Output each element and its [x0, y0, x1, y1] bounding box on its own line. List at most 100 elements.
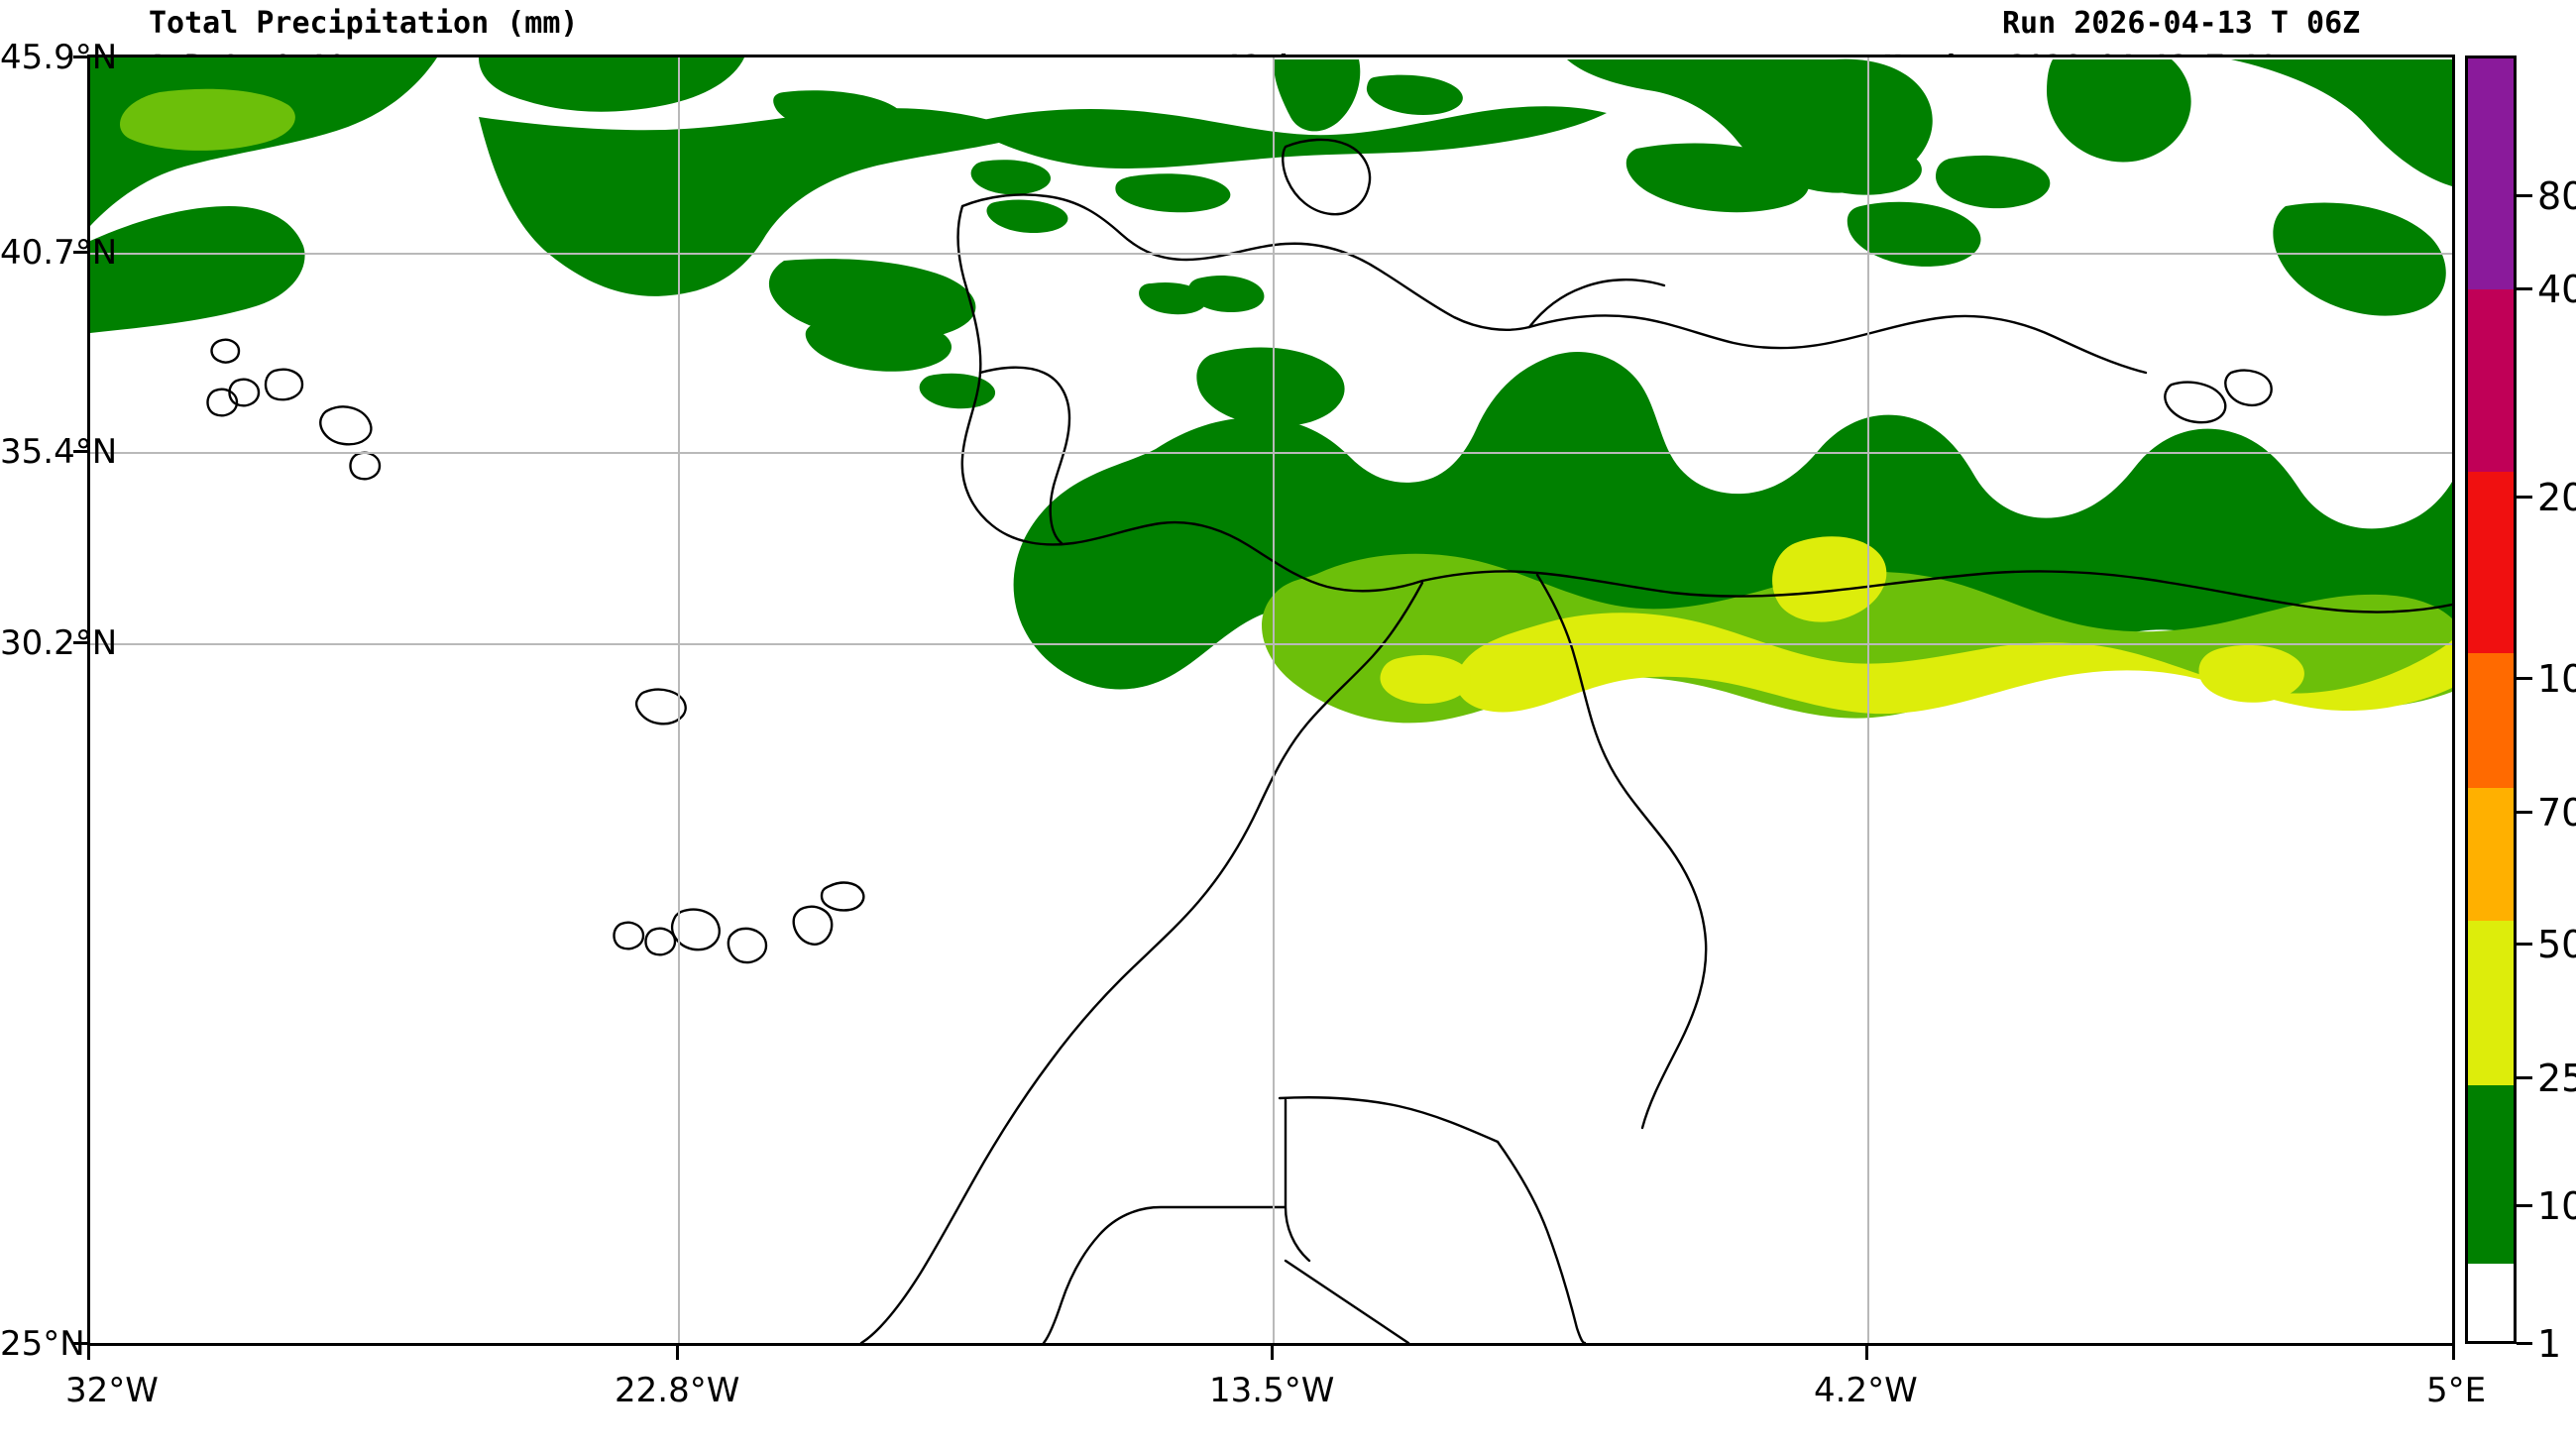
colorbar-band-200-400	[2468, 288, 2514, 472]
precip-band-1-10	[1115, 173, 1231, 213]
xtick-5E	[2452, 1346, 2455, 1360]
precip-band-1-10	[1094, 540, 1161, 583]
colorbar-tick-100	[2517, 677, 2532, 680]
ytick-label-40-7N: 40.7°N	[0, 233, 118, 273]
xtick-label-13-5W: 13.5°W	[1209, 1371, 1335, 1410]
coastline-brittany	[1282, 138, 1372, 216]
colorbar-label-100: 100	[2537, 657, 2576, 701]
precip-band-1-10	[1274, 59, 1361, 132]
precip-band-1-10	[970, 160, 1051, 195]
colorbar-label-50: 50	[2537, 923, 2576, 966]
precip-band-1-10	[986, 199, 1068, 234]
colorbar-label-1: 1	[2537, 1322, 2562, 1366]
precip-band-25-50	[2198, 644, 2304, 703]
precip-band-25-50	[1772, 536, 1887, 622]
precip-band-1-10	[768, 259, 976, 342]
ytick-label-30-2N: 30.2°N	[0, 623, 118, 663]
colorbar-band-1-10	[2468, 1085, 2514, 1265]
precip-band-1-10	[1106, 583, 1141, 617]
precip-band-1-10	[773, 90, 903, 136]
colorbar-tick-1	[2517, 1342, 2532, 1345]
ytick-45-9N	[73, 56, 87, 58]
xtick-label-32W: 32°W	[65, 1371, 159, 1410]
precip-band-1-10	[479, 108, 1032, 296]
xtick-32W	[87, 1346, 90, 1360]
precip-band-1-10	[1196, 347, 1345, 427]
ytick-35-4N	[73, 450, 87, 453]
coastline-azores-6	[349, 451, 382, 481]
coastline-morocco	[859, 581, 1424, 1343]
coastline-azores-5	[319, 405, 373, 446]
coastline-canary-hierro	[613, 921, 645, 950]
coastline-canary-gomera	[644, 927, 677, 956]
ytick-label-35-4N: 35.4°N	[0, 432, 118, 472]
border-western-sahara	[1042, 1096, 1500, 1343]
page-title: Total Precipitation (mm)	[149, 6, 579, 41]
colorbar-label-800: 800	[2537, 174, 2576, 218]
colorbar-tick-200	[2517, 496, 2532, 499]
precip-band-1-10	[962, 106, 1607, 168]
ytick-label-25N: 25°N	[0, 1324, 85, 1364]
coastline-madeira	[634, 688, 687, 726]
xtick-22-8W	[676, 1346, 679, 1360]
colorbar-tick-800	[2517, 194, 2532, 197]
colorbar-tick-10	[2517, 1204, 2532, 1207]
colorbar-label-400: 400	[2537, 268, 2576, 311]
xtick-label-22-8W: 22.8°W	[615, 1371, 740, 1410]
precip-band-1-10	[2273, 202, 2446, 316]
colorbar-label-25: 25	[2537, 1057, 2576, 1100]
xtick-label-5E: 5°E	[2426, 1371, 2487, 1410]
colorbar-band-400-1000	[2468, 58, 2514, 289]
xtick-4-2W	[1865, 1346, 1868, 1360]
precip-band-10-25	[120, 88, 295, 151]
ytick-25N	[73, 1342, 87, 1345]
colorbar-label-200: 200	[2537, 476, 2576, 519]
colorbar-tick-70	[2517, 811, 2532, 814]
coastline-azores-4	[264, 368, 304, 401]
run-time-label: Run 2026-04-13 T 06Z	[2002, 6, 2361, 41]
precip-band-1-10	[1625, 143, 1810, 213]
precip-band-1-10	[1366, 74, 1463, 115]
border-portugal	[978, 366, 1071, 545]
coastline-azores-1	[210, 338, 241, 364]
precip-band-1-10	[90, 206, 305, 333]
coastline-canary-gran-canaria	[727, 927, 768, 964]
colorbar-tick-50	[2517, 943, 2532, 946]
precip-band-25-50	[1455, 613, 2452, 715]
coastline-north-africa	[1420, 570, 2452, 614]
precipitation-shading-layer	[90, 57, 2452, 724]
coastline-canary-fuerteventura	[792, 905, 834, 946]
colorbar-tick-25	[2517, 1076, 2532, 1079]
colorbar-label-70: 70	[2537, 791, 2576, 835]
precip-band-1-10	[805, 317, 952, 372]
map-canvas[interactable]	[87, 55, 2455, 1346]
colorbar-band-70-100	[2468, 653, 2514, 789]
xtick-13-5W	[1271, 1346, 1274, 1360]
coastline-canary-lanzarote	[820, 881, 865, 912]
precip-band-1-10	[1936, 155, 2051, 209]
border-algeria-morocco	[1535, 573, 1708, 1130]
precip-band-1-10	[1188, 275, 1265, 313]
coastline-iberia	[956, 193, 1531, 593]
graticule-layer	[90, 57, 2452, 1343]
precip-band-25-50	[1380, 654, 1471, 704]
precip-band-1-10	[2047, 59, 2191, 163]
border-france-spain	[1527, 279, 1666, 329]
colorbar-band-100-200	[2468, 471, 2514, 654]
ytick-30-2N	[73, 641, 87, 644]
coastline-canary-tenerife	[670, 908, 721, 951]
colorbar[interactable]	[2465, 56, 2517, 1344]
ytick-40-7N	[73, 251, 87, 254]
colorbar-tick-400	[2517, 287, 2532, 290]
colorbar-label-10: 10	[2537, 1184, 2576, 1228]
colorbar-band-50-70	[2468, 788, 2514, 921]
coastline-med-island	[2224, 369, 2273, 407]
xtick-label-4-2W: 4.2°W	[1814, 1371, 1918, 1410]
precip-band-1-10	[1797, 141, 1922, 195]
coastline-balearics	[2164, 381, 2227, 424]
colorbar-band-25-50	[2468, 920, 2514, 1086]
coastline-border-layer	[206, 138, 2452, 1343]
precip-band-1-10	[1847, 201, 1981, 267]
precip-band-1-10	[2231, 59, 2452, 186]
